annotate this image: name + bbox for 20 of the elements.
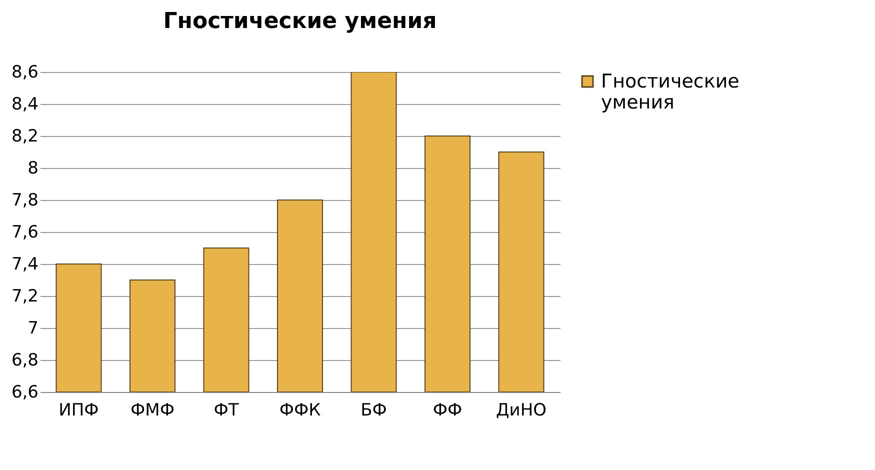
- y-tick-label: 6,6: [11, 382, 38, 402]
- y-tick-label: 8,6: [11, 62, 38, 82]
- x-tick-label: ФТ: [214, 400, 240, 420]
- y-tick-label: 7: [28, 318, 38, 338]
- x-tick-label: ИПФ: [58, 400, 99, 420]
- legend-label: Гностические умения: [601, 70, 740, 114]
- x-tick-label: ФФК: [279, 400, 321, 420]
- y-tick-label: 8: [28, 158, 38, 178]
- x-tick-label: ФФ: [432, 400, 462, 420]
- y-tick-label: 8,4: [11, 94, 38, 114]
- y-tick-label: 8,2: [11, 126, 38, 146]
- y-tick-label: 6,8: [11, 350, 38, 370]
- y-tick-label: 7,8: [11, 190, 38, 210]
- chart-title: Гностические умения: [163, 9, 437, 34]
- x-tick-label: ФМФ: [130, 400, 174, 420]
- x-tick-label: БФ: [360, 400, 387, 420]
- x-tick-label: ДиНО: [496, 400, 547, 420]
- y-tick-label: 7,4: [11, 254, 38, 274]
- y-tick-label: 7,2: [11, 286, 38, 306]
- y-tick-label: 7,6: [11, 222, 38, 242]
